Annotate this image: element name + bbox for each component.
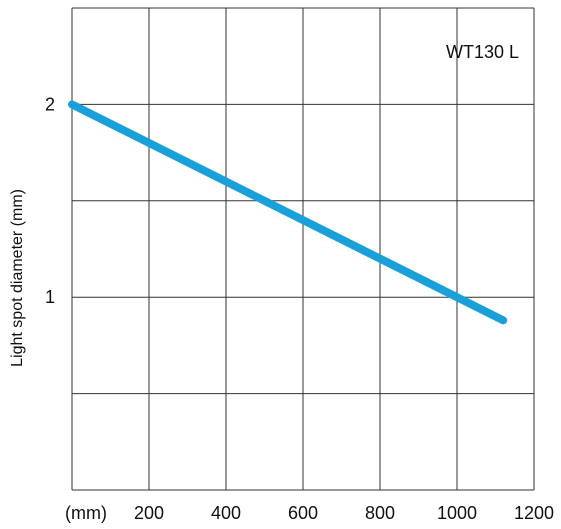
x-tick-label: 1000 [437,503,477,523]
x-tick-labels: 200 400 600 800 1000 1200 [134,503,554,523]
model-annotation: WT130 L [446,42,519,62]
y-tick-label: 1 [45,287,55,307]
x-tick-label: 200 [134,503,164,523]
x-axis-unit-label: (mm) [65,503,107,523]
x-tick-label: 1200 [514,503,554,523]
x-tick-label: 800 [365,503,395,523]
x-tick-label: 400 [211,503,241,523]
x-tick-label: 600 [288,503,318,523]
series-line [68,100,508,325]
series-layer [68,100,508,325]
y-tick-labels: 12 [45,94,55,307]
y-axis-label: Light spot diameter (mm) [9,189,26,367]
y-tick-label: 2 [45,94,55,114]
grid-lines [71,7,535,491]
